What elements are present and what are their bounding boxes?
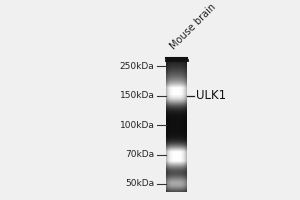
Text: Mouse brain: Mouse brain: [168, 1, 218, 51]
Text: 100kDa: 100kDa: [120, 121, 154, 130]
Text: ULK1: ULK1: [196, 89, 226, 102]
Text: 50kDa: 50kDa: [125, 179, 154, 188]
Text: 70kDa: 70kDa: [125, 150, 154, 159]
Text: 250kDa: 250kDa: [120, 62, 154, 71]
Text: 150kDa: 150kDa: [120, 91, 154, 100]
